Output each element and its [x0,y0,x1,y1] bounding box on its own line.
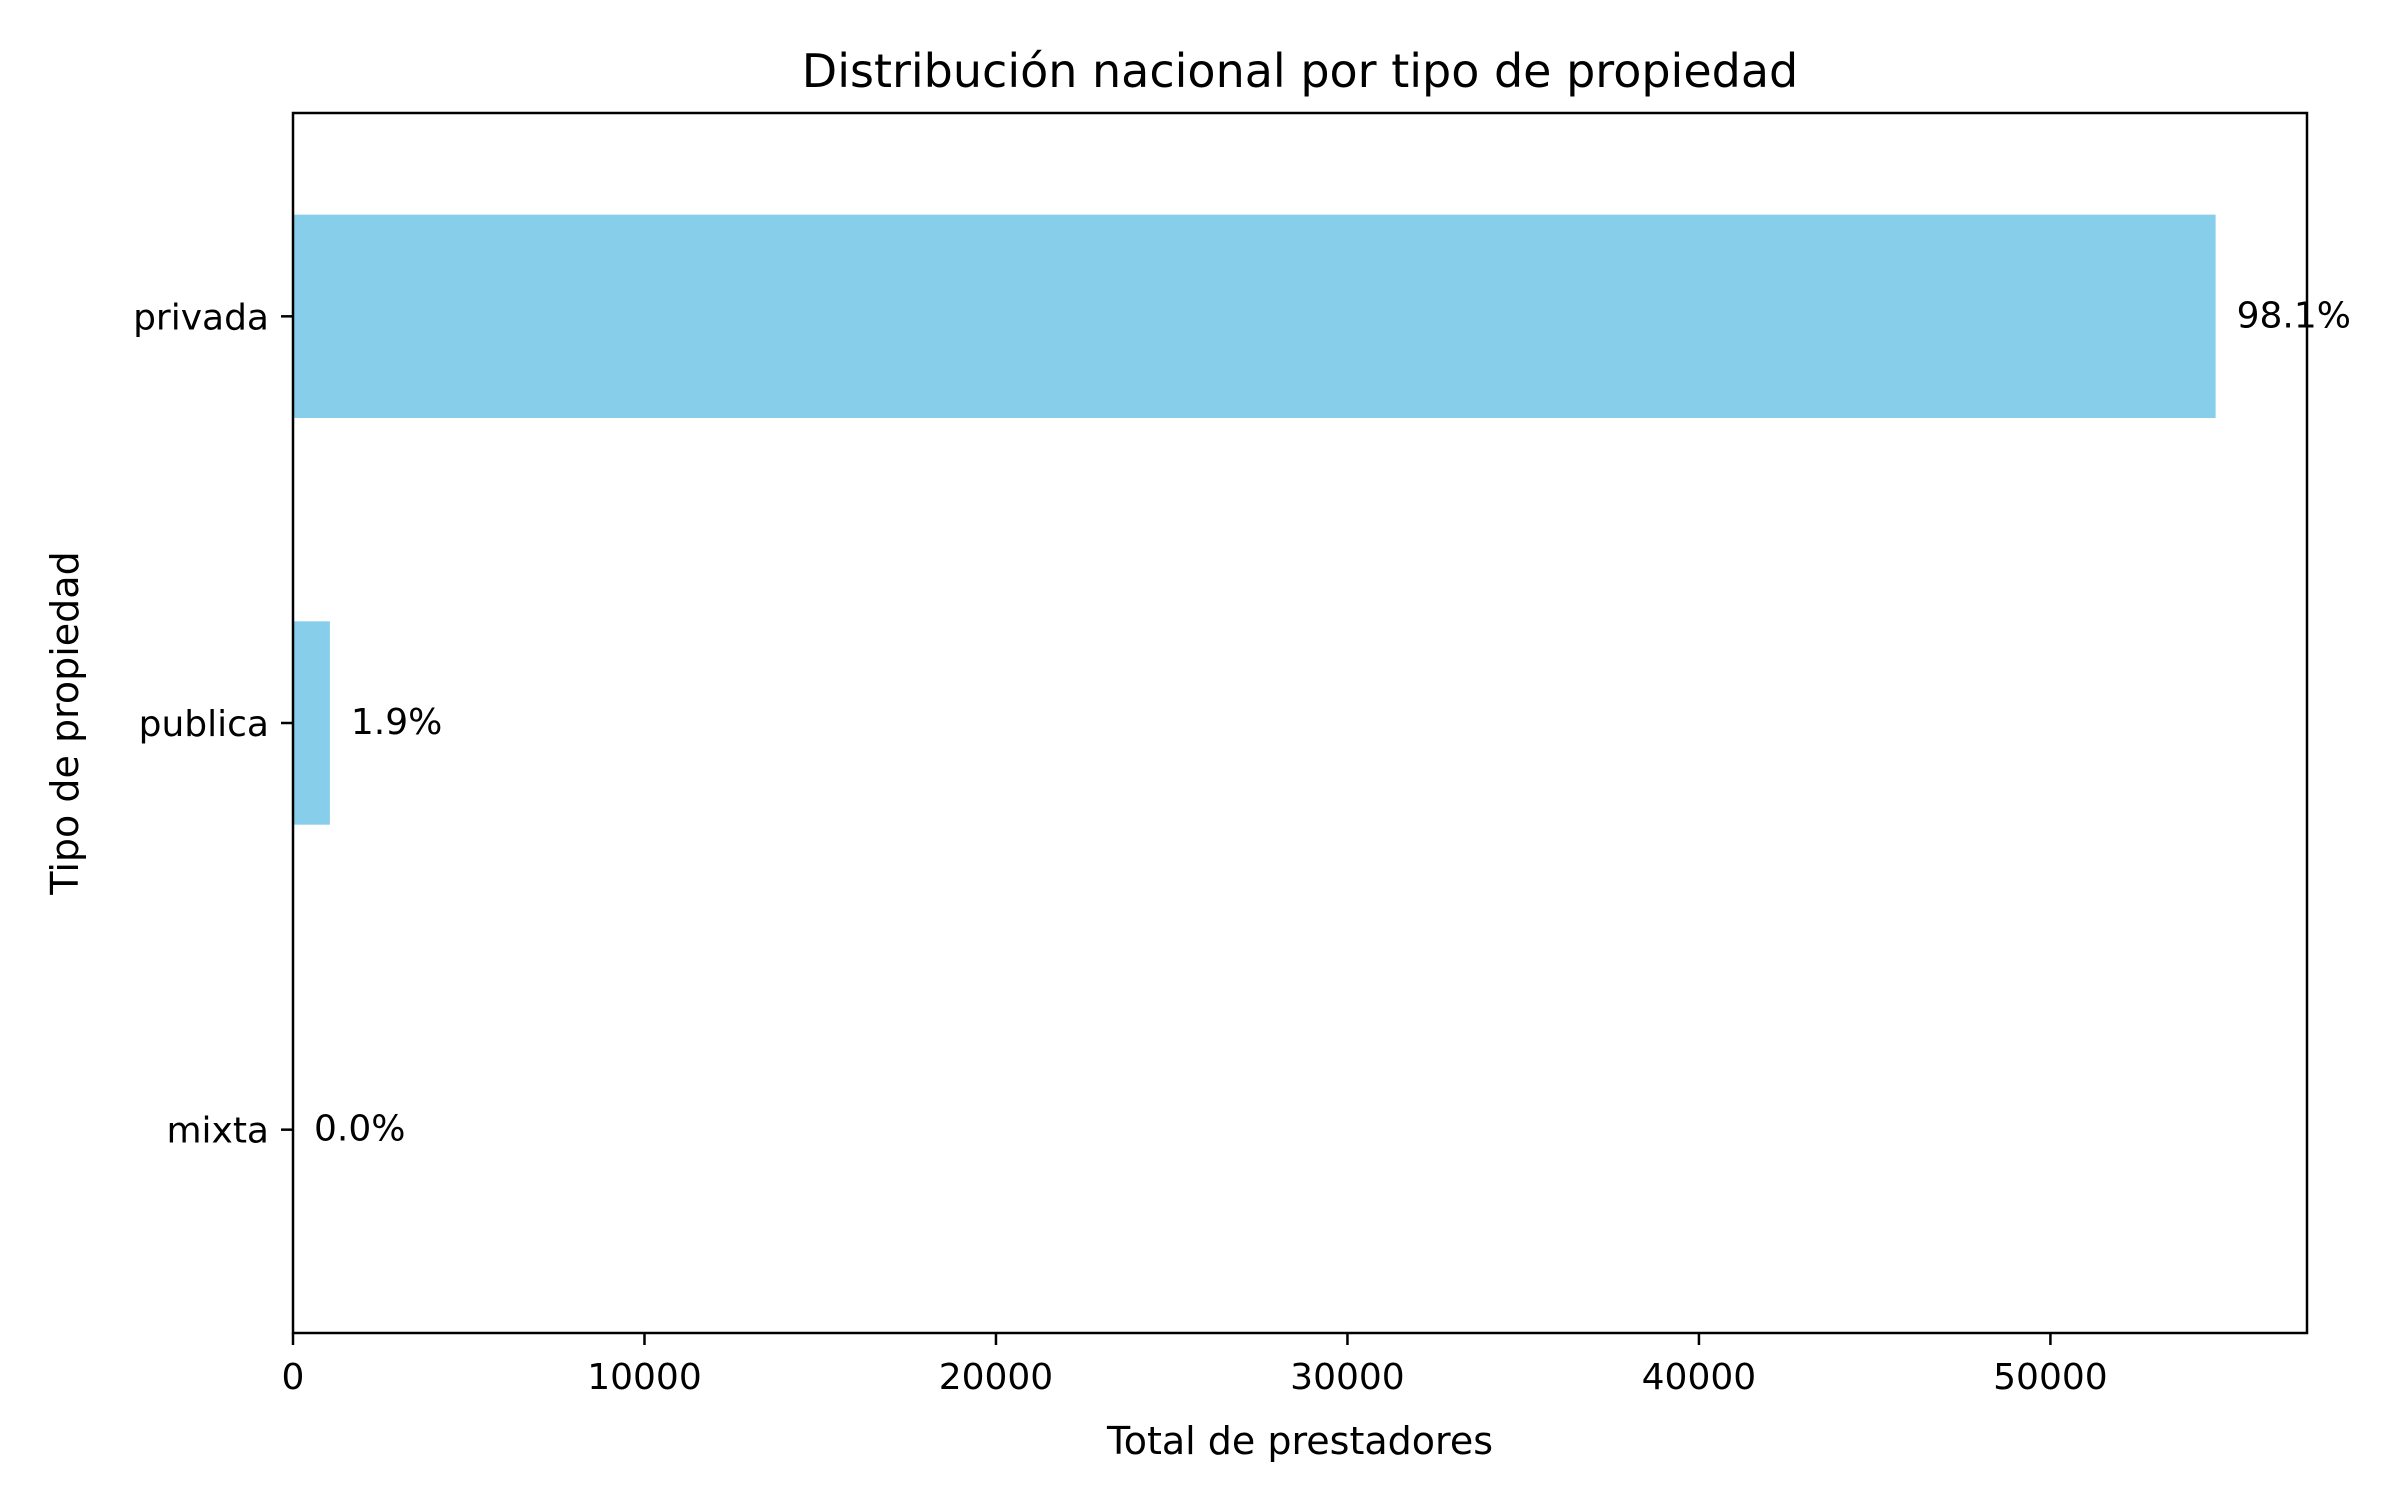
x-tick-label: 0 [282,1357,305,1398]
x-tick-label: 20000 [939,1357,1054,1398]
x-tick-label: 10000 [587,1357,702,1398]
y-axis-label: Tipo de propiedad [43,551,87,895]
data-label-mixta: 0.0% [314,1109,405,1150]
x-tick-label: 40000 [1642,1357,1757,1398]
y-tick-label-publica: publica [139,704,269,745]
data-label-publica: 1.9% [351,702,442,743]
bar-privada [293,214,2216,418]
y-tick-label-privada: privada [133,297,269,338]
y-tick-label-mixta: mixta [166,1111,269,1152]
plot-frame [291,111,2309,1335]
data-label-privada: 98.1% [2237,295,2351,336]
bar-publica [293,621,330,825]
x-axis-label: Total de prestadores [1106,1419,1493,1463]
chart-title: Distribución nacional por tipo de propie… [802,44,1798,98]
x-tick-label: 50000 [1993,1357,2108,1398]
x-tick-label: 30000 [1290,1357,1405,1398]
